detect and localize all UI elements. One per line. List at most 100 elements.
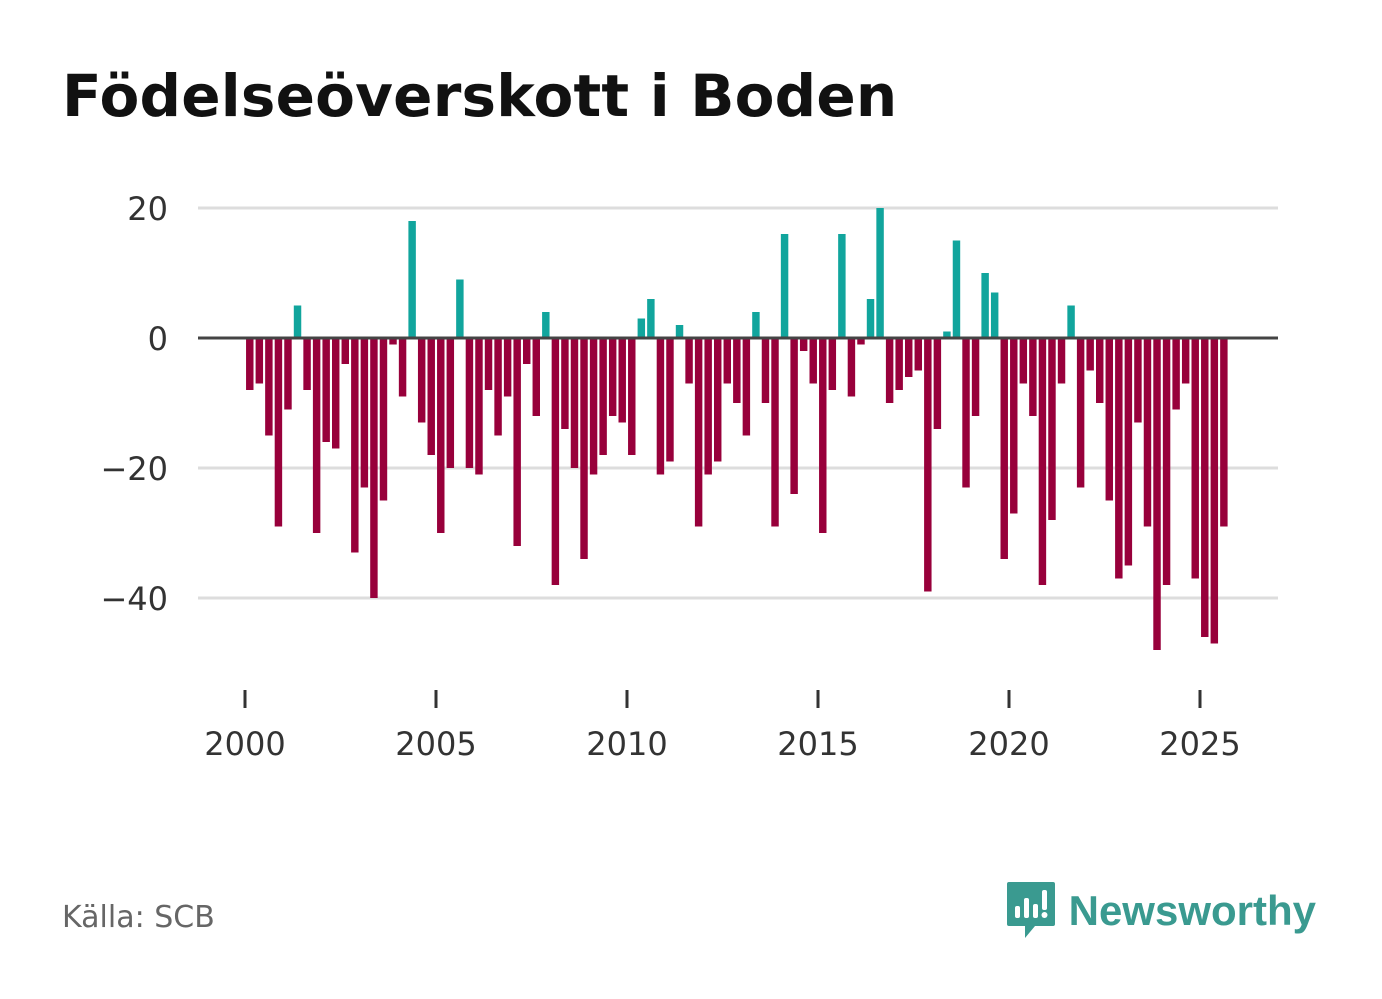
bar	[303, 338, 311, 390]
bar	[1038, 338, 1047, 585]
bar	[752, 312, 760, 338]
bar	[790, 338, 798, 494]
bar	[905, 338, 913, 377]
brand-name: Newsworthy	[1068, 887, 1316, 934]
bar	[1029, 338, 1037, 416]
x-tick-label: 2010	[586, 725, 667, 763]
bar	[255, 338, 264, 384]
bar	[1201, 338, 1209, 637]
bar	[1076, 338, 1085, 488]
bar	[1000, 338, 1008, 559]
bar	[1048, 338, 1056, 520]
bar	[647, 299, 655, 338]
bar	[656, 338, 665, 475]
bar	[427, 338, 435, 455]
x-tick-label: 2015	[777, 725, 858, 763]
bar	[265, 338, 273, 436]
x-tick-label: 2005	[395, 725, 476, 763]
bar	[1124, 338, 1133, 566]
bar	[523, 338, 531, 364]
bar	[704, 338, 712, 475]
bar	[580, 338, 588, 559]
bar	[761, 338, 770, 403]
chart-title: Födelseöverskott i Boden	[62, 62, 898, 130]
bar	[971, 338, 980, 416]
bar	[1019, 338, 1028, 384]
bar	[895, 338, 903, 390]
bar	[1181, 338, 1190, 384]
bar	[551, 338, 560, 585]
newsworthy-logo-icon	[1006, 882, 1055, 938]
bar	[274, 338, 283, 527]
bar	[943, 331, 951, 338]
y-tick-label: 0	[148, 320, 168, 358]
bar	[742, 338, 751, 436]
bar	[866, 299, 875, 338]
bar	[398, 338, 407, 397]
bar	[446, 338, 455, 468]
bar	[351, 338, 359, 553]
bar	[465, 338, 474, 468]
bar	[589, 338, 598, 475]
bar	[284, 338, 292, 410]
bar	[1210, 338, 1219, 644]
bar-chart: −40 −20 0 20 2000 2005 2010 2015 2020 2025	[100, 190, 1278, 763]
bar	[360, 338, 369, 488]
bar	[733, 338, 741, 403]
x-tick-label: 2000	[204, 725, 285, 763]
bar	[780, 234, 789, 338]
bar	[513, 338, 521, 546]
bar	[1134, 338, 1142, 423]
bar	[1143, 338, 1152, 527]
bars	[246, 208, 1228, 650]
bar	[1096, 338, 1104, 403]
brand: Newsworthy	[1005, 880, 1316, 942]
bar	[1086, 338, 1094, 371]
bar	[341, 338, 349, 364]
bar	[1172, 338, 1180, 410]
bar	[990, 292, 999, 338]
bar	[475, 338, 483, 475]
bar	[417, 338, 426, 423]
bar	[666, 338, 674, 462]
x-tick-label: 2020	[968, 725, 1049, 763]
bar	[1191, 338, 1199, 579]
bar	[1162, 338, 1171, 585]
bar	[838, 234, 846, 338]
bar	[542, 312, 550, 338]
bar	[332, 338, 340, 449]
bar	[933, 338, 942, 429]
y-tick-label: −20	[100, 450, 168, 488]
bar	[885, 338, 894, 403]
bar	[714, 338, 722, 462]
bar	[809, 338, 817, 384]
bar	[618, 338, 626, 423]
bar	[1220, 338, 1228, 527]
bar	[437, 338, 445, 533]
bar	[322, 338, 330, 442]
bar	[408, 221, 416, 338]
bar	[1105, 338, 1113, 501]
bar	[819, 338, 827, 533]
bar	[685, 338, 693, 384]
bar	[389, 338, 397, 345]
bar	[637, 318, 646, 338]
bar	[561, 338, 569, 429]
bar	[370, 338, 378, 598]
bar	[771, 338, 779, 527]
bar	[532, 338, 540, 416]
y-tick-label: −40	[100, 580, 168, 618]
bar	[799, 338, 808, 351]
bar	[456, 279, 464, 338]
bar	[962, 338, 970, 488]
bar	[599, 338, 607, 455]
y-tick-label: 20	[127, 190, 168, 228]
bar	[628, 338, 636, 455]
bar	[924, 338, 932, 592]
bar	[293, 305, 302, 338]
bar	[914, 338, 922, 371]
bar	[379, 338, 388, 501]
bar	[1115, 338, 1123, 579]
bar	[608, 338, 617, 416]
bar	[723, 338, 731, 384]
